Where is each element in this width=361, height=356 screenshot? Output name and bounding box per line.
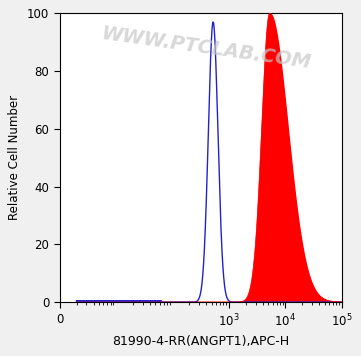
Text: WWW.PTCLAB.COM: WWW.PTCLAB.COM <box>100 24 313 72</box>
X-axis label: 81990-4-RR(ANGPT1),APC-H: 81990-4-RR(ANGPT1),APC-H <box>112 335 289 348</box>
Y-axis label: Relative Cell Number: Relative Cell Number <box>8 95 21 220</box>
